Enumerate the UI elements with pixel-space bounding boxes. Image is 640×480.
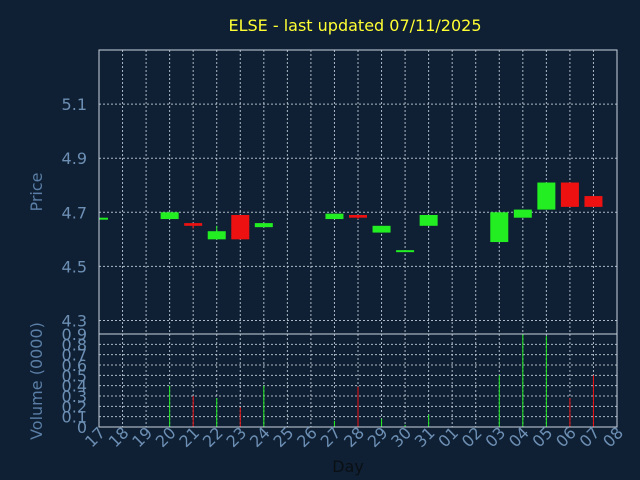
candle-body [160,212,179,220]
price-y-ticks: 4.3 4.5 4.7 4.9 5.1 [62,95,87,330]
candle-body [537,182,556,210]
candle-body [349,214,367,218]
price-tick-label: 4.7 [62,203,87,222]
chart-title: ELSE - last updated 07/11/2025 [228,16,481,35]
volume-tick-label: 0.1 [62,408,87,427]
price-axis-label: Price [27,172,46,211]
price-tick-label: 4.3 [62,311,87,330]
volume-tick-label: 0.3 [62,387,87,406]
price-tick-label: 4.9 [62,149,87,168]
candle-body [254,223,273,228]
volume-panel-frame [98,333,618,428]
price-candles [98,182,603,253]
price-tick-label: 4.5 [62,257,87,276]
candle-body [325,213,344,220]
candle-body [231,214,250,240]
volume-bars [98,334,594,427]
candle-body [372,225,391,233]
candle-body [207,231,226,240]
price-tick-label: 5.1 [62,95,87,114]
candle-body [184,223,203,226]
volume-y-ticks: 00.10.20.30.40.50.60.70.80.9 [62,325,87,437]
candle-body [419,214,438,226]
candle-body [584,196,603,207]
candle-body [513,209,532,218]
volume-tick-label: 0.2 [62,397,87,416]
candle-body [396,250,415,253]
candle-body [490,212,509,243]
volume-tick-label: 0.4 [62,377,87,396]
volume-tick-label: 0.7 [62,346,87,365]
volume-tick-label: 0.5 [62,366,87,385]
volume-tick-label: 0 [77,418,87,437]
candle-body [99,217,108,220]
candle-body [560,182,579,207]
volume-axis-label: Volume (0000) [27,322,46,440]
volume-tick-label: 0.8 [62,335,87,354]
day-ticks: 1718192021222324252627282930310102030405… [81,423,627,451]
volume-tick-label: 0.9 [62,325,87,344]
x-axis-label: Day [332,457,364,476]
volume-tick-label: 0.6 [62,356,87,375]
